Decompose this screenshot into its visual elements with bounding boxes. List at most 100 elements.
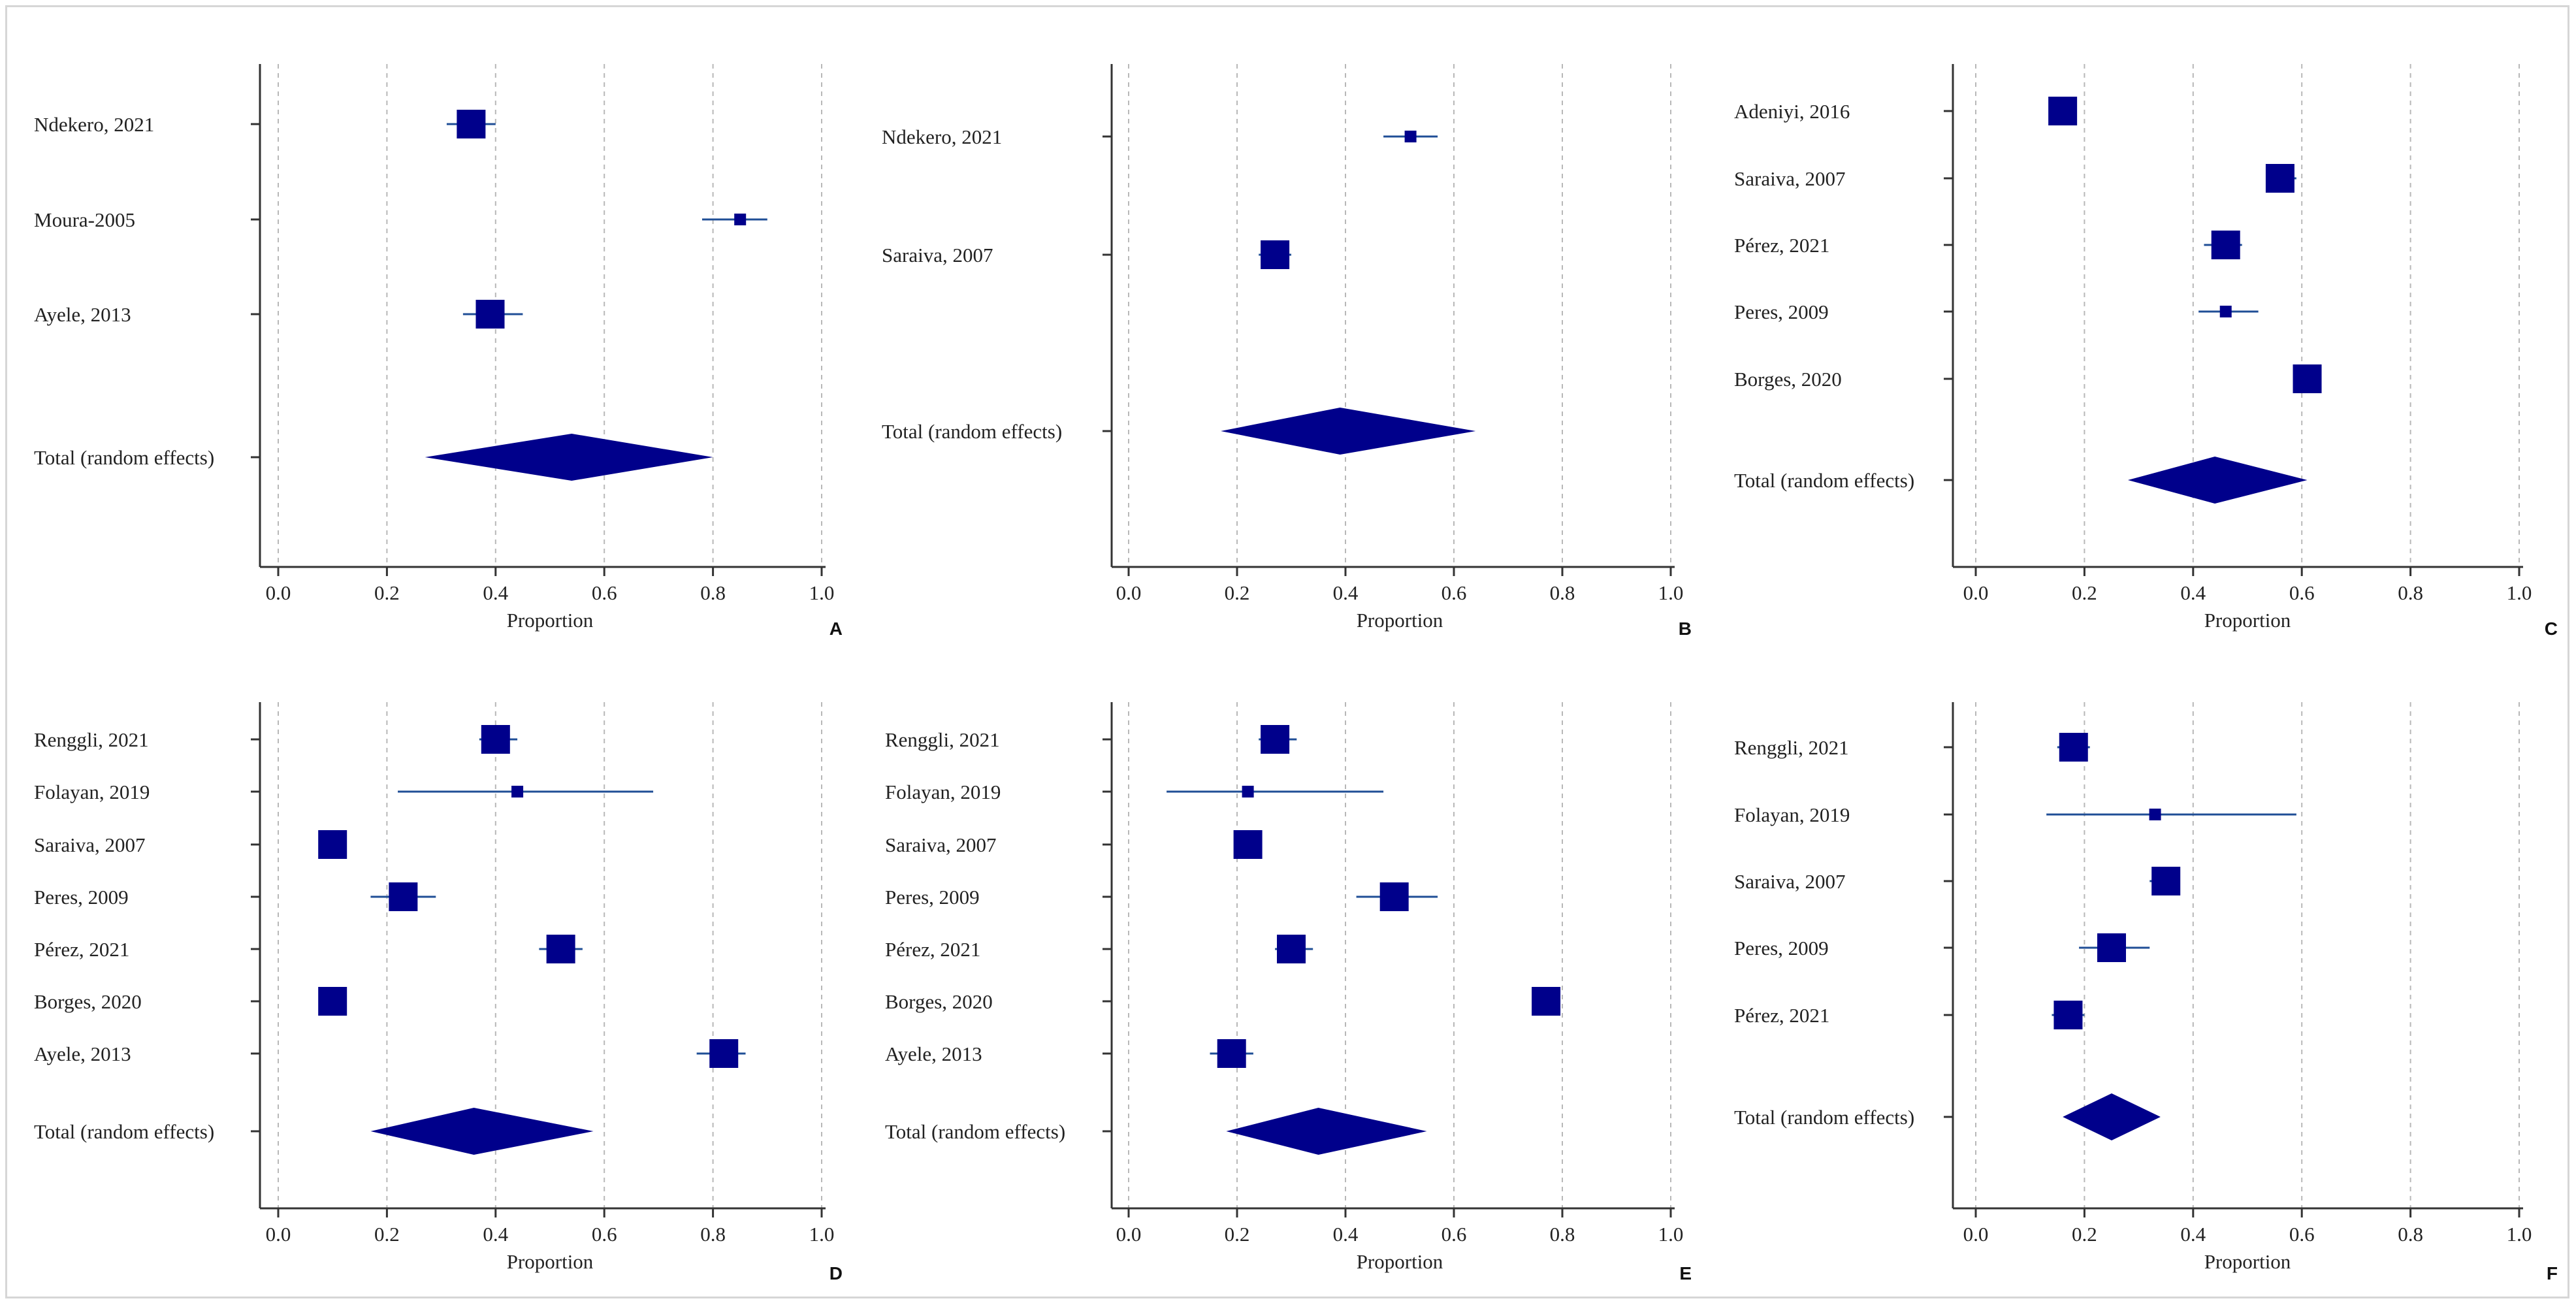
study-label: Pérez, 2021 — [1734, 1004, 1829, 1027]
panel-letter: C — [2545, 619, 2558, 639]
panel-letter: F — [2547, 1263, 2558, 1283]
x-axis-title: Proportion — [2204, 1250, 2291, 1273]
gridlines — [1975, 64, 2520, 567]
study-label: Moura-2005 — [34, 208, 135, 231]
total-row: Total (random effects) — [1734, 1093, 2161, 1140]
x-tick-label: 0.8 — [1550, 581, 1575, 604]
x-tick-label: 0.0 — [1116, 1223, 1142, 1246]
forest-panel-f: 0.0 0.2 0.4 0.6 0.8 1.0 Proportion F Renggli, 20… — [1698, 652, 2576, 1305]
study-row: Peres, 2009 — [34, 882, 436, 911]
study-estimate-marker — [734, 214, 747, 225]
study-label: Ayele, 2013 — [34, 303, 131, 326]
x-tick-label: 0.0 — [266, 581, 291, 604]
study-label: Renggli, 2021 — [34, 728, 149, 751]
forest-panel-a: 0.0 0.2 0.4 0.6 0.8 1.0 Proportion A Ndekero, 20… — [0, 0, 849, 652]
pooled-estimate-diamond — [1221, 408, 1476, 455]
x-tick-label: 0.4 — [1333, 581, 1359, 604]
study-row: Renggli, 2021 — [1734, 733, 2090, 762]
study-label: Peres, 2009 — [1734, 937, 1829, 959]
study-row: Saraiva, 2007 — [34, 830, 347, 859]
total-row: Total (random effects) — [34, 434, 713, 481]
study-row: Borges, 2020 — [1734, 364, 2322, 393]
study-estimate-marker — [389, 882, 418, 911]
total-label: Total (random effects) — [34, 1120, 214, 1143]
panel-letter: B — [1679, 619, 1692, 639]
study-row: Saraiva, 2007 — [1734, 164, 2296, 193]
study-label: Saraiva, 2007 — [882, 244, 993, 266]
x-tick-label: 0.4 — [2180, 581, 2206, 604]
x-tick-label: 0.8 — [2398, 581, 2423, 604]
x-tick-label: 0.6 — [2289, 1223, 2315, 1246]
study-estimate-marker — [1277, 935, 1306, 963]
forest-plot-svg: 0.0 0.2 0.4 0.6 0.8 1.0 Proportion B Ndekero, 20… — [882, 64, 1692, 639]
study-row: Ayele, 2013 — [885, 1039, 1253, 1068]
study-estimate-marker — [1532, 987, 1561, 1016]
x-tick-label: 0.6 — [592, 581, 617, 604]
forest-plot-svg: 0.0 0.2 0.4 0.6 0.8 1.0 Proportion F Renggli, 20… — [1734, 702, 2558, 1283]
forest-panel-e: 0.0 0.2 0.4 0.6 0.8 1.0 Proportion E Renggli, 20… — [849, 652, 1698, 1305]
x-axis-title: Proportion — [1357, 1250, 1443, 1273]
x-tick-label: 0.0 — [1963, 1223, 1989, 1246]
total-label: Total (random effects) — [885, 1120, 1065, 1143]
x-tick-label: 0.8 — [700, 1223, 726, 1246]
x-axis-title: Proportion — [507, 1250, 594, 1273]
x-tick-label: 0.4 — [483, 581, 508, 604]
x-tick-label: 1.0 — [1658, 581, 1684, 604]
study-label: Folayan, 2019 — [885, 781, 1001, 803]
study-estimate-marker — [1217, 1039, 1246, 1068]
x-tick-label: 0.2 — [374, 581, 400, 604]
study-label: Saraiva, 2007 — [34, 833, 145, 856]
x-tick-label: 0.8 — [700, 581, 726, 604]
x-tick-label: 0.8 — [2398, 1223, 2423, 1246]
x-tick-label: 0.6 — [1441, 581, 1467, 604]
study-estimate-marker — [2265, 164, 2294, 193]
x-tick-label: 0.2 — [1225, 1223, 1250, 1246]
total-row: Total (random effects) — [882, 408, 1476, 455]
study-estimate-marker — [1242, 786, 1254, 798]
study-label: Renggli, 2021 — [1734, 736, 1849, 759]
x-tick-label: 0.8 — [1550, 1223, 1575, 1246]
study-row: Saraiva, 2007 — [882, 240, 1291, 269]
x-tick-label: 0.2 — [2072, 1223, 2097, 1246]
study-estimate-marker — [2211, 231, 2240, 259]
study-estimate-marker — [318, 830, 347, 859]
x-tick-label: 0.4 — [483, 1223, 508, 1246]
forest-plot-svg: 0.0 0.2 0.4 0.6 0.8 1.0 Proportion C Adeniyi, 20… — [1734, 64, 2558, 639]
x-tick-label: 0.6 — [1441, 1223, 1467, 1246]
total-row: Total (random effects) — [1734, 457, 2308, 504]
study-estimate-marker — [2059, 733, 2088, 762]
study-estimate-marker — [511, 786, 524, 798]
study-label: Pérez, 2021 — [885, 938, 980, 961]
figure-frame — [5, 5, 2569, 1298]
study-row: Pérez, 2021 — [885, 935, 1313, 963]
study-estimate-marker — [2219, 306, 2232, 317]
x-tick-label: 1.0 — [809, 581, 835, 604]
study-estimate-marker — [2151, 867, 2181, 895]
forest-plot-svg: 0.0 0.2 0.4 0.6 0.8 1.0 Proportion D Renggli, 20… — [34, 702, 843, 1283]
study-row: Folayan, 2019 — [1734, 803, 2296, 826]
forest-panel-d: 0.0 0.2 0.4 0.6 0.8 1.0 Proportion D Renggli, 20… — [0, 652, 849, 1305]
study-row: Saraiva, 2007 — [1734, 867, 2181, 895]
study-estimate-marker — [1261, 240, 1290, 269]
study-label: Ndekero, 2021 — [882, 125, 1002, 148]
pooled-estimate-diamond — [370, 1108, 594, 1155]
study-row: Borges, 2020 — [34, 987, 347, 1016]
gridlines — [1975, 702, 2520, 1208]
total-label: Total (random effects) — [882, 420, 1062, 443]
study-estimate-marker — [709, 1039, 739, 1068]
x-tick-label: 0.2 — [374, 1223, 400, 1246]
study-label: Peres, 2009 — [885, 886, 980, 909]
study-row: Moura-2005 — [34, 208, 767, 231]
x-tick-label: 0.0 — [1116, 581, 1142, 604]
study-row: Peres, 2009 — [1734, 933, 2150, 962]
study-label: Folayan, 2019 — [34, 781, 150, 803]
gridlines — [1128, 64, 1671, 567]
study-label: Folayan, 2019 — [1734, 803, 1850, 826]
x-axis-title: Proportion — [2204, 609, 2291, 632]
pooled-estimate-diamond — [425, 434, 713, 481]
study-row: Folayan, 2019 — [34, 781, 654, 803]
study-estimate-marker — [481, 725, 510, 754]
study-label: Saraiva, 2007 — [1734, 870, 1845, 893]
x-tick-label: 1.0 — [809, 1223, 835, 1246]
